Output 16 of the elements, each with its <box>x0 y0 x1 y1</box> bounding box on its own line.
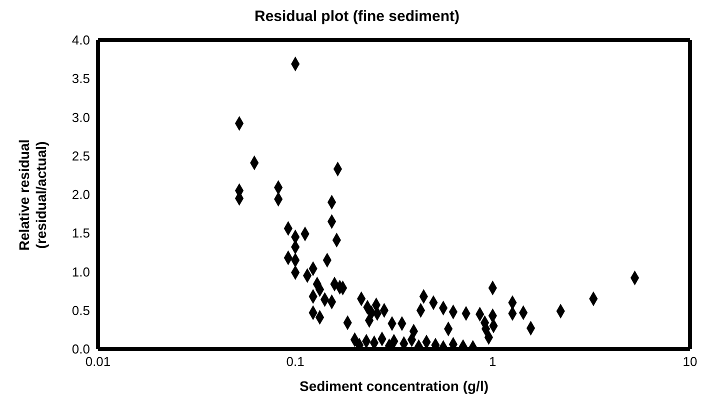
x-tick-label: 1 <box>489 354 496 370</box>
x-tick-label: 0.1 <box>286 354 304 370</box>
y-tick-label: 4.0 <box>72 32 90 48</box>
y-tick-label: 1.5 <box>72 226 90 241</box>
chart-title: Residual plot (fine sediment) <box>253 8 461 27</box>
y-tick-label: 1.0 <box>72 264 90 280</box>
y-axis-title: Relative residual (residual/actual) <box>16 138 50 253</box>
y-tick-label: 3.5 <box>72 71 90 86</box>
y-tick-label: 3.0 <box>72 110 90 125</box>
y-tick-label: 2.0 <box>72 187 90 202</box>
x-axis-title: Sediment concentration (g/l) <box>299 378 489 394</box>
y-tick-label: 0.0 <box>72 342 90 357</box>
y-tick-label: 2.5 <box>72 148 90 164</box>
x-tick-label: 10 <box>682 354 698 370</box>
y-tick-label: 0.5 <box>72 302 90 318</box>
x-tick-label: 0.01 <box>85 354 111 370</box>
